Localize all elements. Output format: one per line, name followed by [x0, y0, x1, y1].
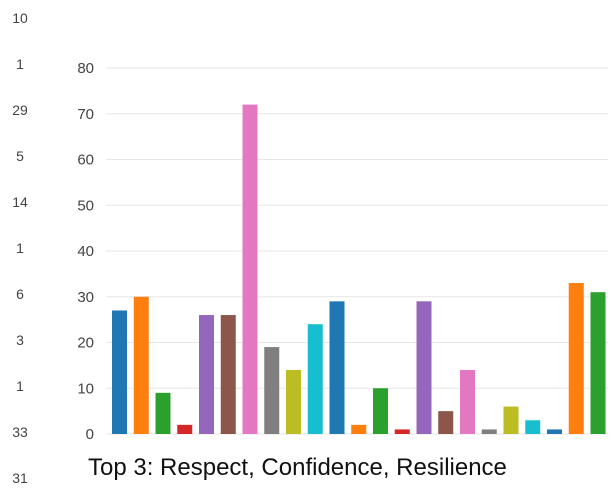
left-value: 29	[12, 102, 28, 118]
y-tick-label: 10	[77, 380, 94, 397]
bar	[503, 406, 519, 434]
y-tick-label: 20	[77, 335, 94, 352]
bar	[460, 369, 475, 434]
y-tick-label: 40	[77, 243, 94, 260]
bar	[264, 347, 280, 434]
bar	[568, 283, 584, 434]
y-tick-label: 60	[77, 152, 94, 169]
bar	[155, 392, 171, 434]
left-value: 5	[16, 148, 24, 164]
left-value: 3	[16, 332, 24, 348]
left-value: 10	[12, 10, 28, 26]
bar	[133, 296, 149, 434]
bar	[307, 324, 323, 434]
bar	[286, 369, 301, 434]
bars	[112, 104, 606, 435]
bar	[547, 429, 562, 434]
left-value: 31	[12, 470, 28, 486]
left-value: 6	[16, 286, 24, 302]
bar	[351, 424, 367, 434]
y-tick-label: 50	[77, 197, 94, 214]
bar	[112, 310, 127, 434]
left-value: 14	[12, 194, 28, 210]
bar	[394, 429, 410, 434]
y-tick-label: 70	[77, 106, 94, 123]
left-value: 1	[16, 378, 24, 394]
bar	[590, 292, 606, 434]
bar	[199, 315, 214, 434]
bar	[220, 315, 236, 434]
bar	[438, 411, 454, 435]
y-axis-ticks: 0 10 20 30 40 50 60 70 80	[77, 60, 94, 443]
left-value: 1	[16, 56, 24, 72]
bar	[416, 301, 432, 434]
bar	[329, 301, 345, 434]
bar	[525, 420, 541, 434]
bar	[242, 104, 258, 434]
chart-caption: Top 3: Respect, Confidence, Resilience	[88, 454, 507, 481]
bar	[177, 424, 193, 434]
bar	[373, 388, 388, 434]
left-value: 1	[16, 240, 24, 256]
left-value: 33	[12, 424, 28, 440]
bar	[481, 429, 497, 434]
y-tick-label: 80	[77, 60, 94, 77]
y-tick-label: 30	[77, 289, 94, 306]
y-tick-label: 0	[86, 426, 94, 443]
gridlines	[106, 67, 608, 435]
